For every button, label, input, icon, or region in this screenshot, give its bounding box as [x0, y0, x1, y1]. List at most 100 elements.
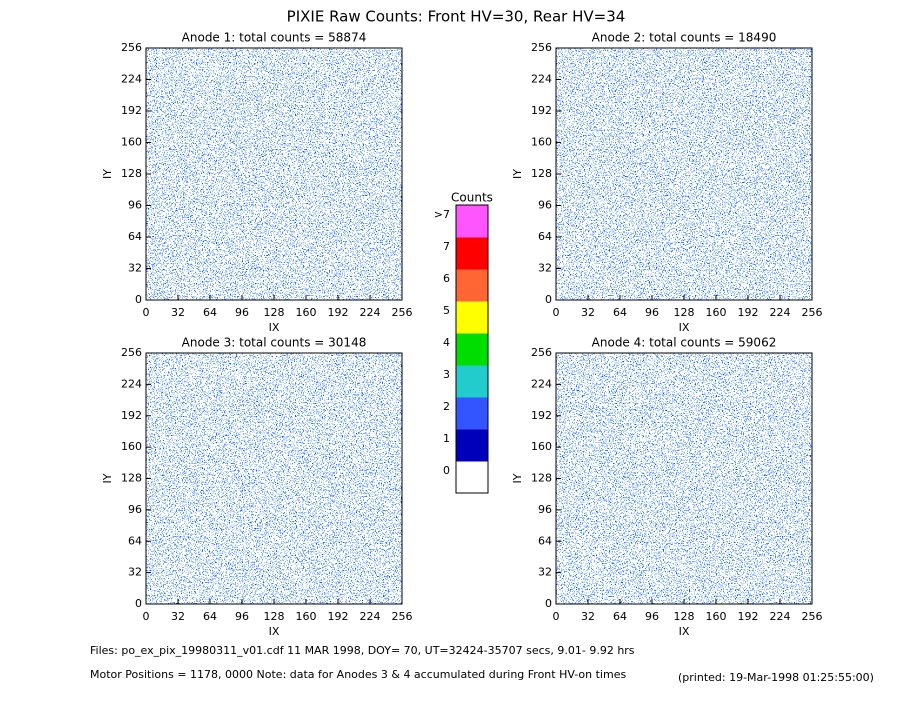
y-tick-label: 224: [121, 73, 142, 86]
colorbar-cell: [455, 300, 489, 334]
x-tick-label: 256: [802, 306, 823, 319]
x-tick-label: 256: [802, 610, 823, 623]
colorbar-cell: [455, 332, 489, 366]
y-tick-label: 128: [531, 472, 552, 485]
x-tick-label: 32: [581, 610, 595, 623]
x-axis-label: IX: [269, 321, 280, 334]
panel-title: Anode 4: total counts = 59062: [592, 336, 777, 350]
x-tick-label: 224: [360, 306, 381, 319]
x-tick-label: 192: [328, 306, 349, 319]
count-texture: [556, 353, 812, 604]
page-title: PIXIE Raw Counts: Front HV=30, Rear HV=3…: [287, 8, 626, 26]
x-axis-label: IX: [679, 321, 690, 334]
y-tick-label: 160: [121, 440, 142, 453]
colorbar-label: 5: [443, 304, 450, 317]
y-axis-label: IY: [101, 473, 114, 483]
x-tick-label: 0: [553, 610, 560, 623]
y-tick-label: 128: [121, 167, 142, 180]
y-tick-label: 192: [121, 104, 142, 117]
x-tick-label: 96: [235, 610, 249, 623]
colorbar-label: 2: [443, 400, 450, 413]
x-tick-label: 224: [770, 306, 791, 319]
y-tick-label: 96: [128, 503, 142, 516]
colorbar-label: 3: [443, 368, 450, 381]
x-axis-label: IX: [269, 625, 280, 638]
x-tick-label: 32: [171, 610, 185, 623]
x-tick-label: 96: [235, 306, 249, 319]
x-tick-label: 192: [738, 306, 759, 319]
count-texture: [146, 48, 402, 300]
y-axis-label: IY: [511, 473, 524, 483]
x-tick-label: 256: [392, 610, 413, 623]
y-tick-label: 128: [531, 167, 552, 180]
colorbar-label: 1: [443, 432, 450, 445]
colorbar-label: 0: [443, 464, 450, 477]
colorbar-label: >7: [434, 208, 450, 221]
y-tick-label: 0: [135, 597, 142, 610]
x-tick-label: 0: [553, 306, 560, 319]
x-tick-label: 224: [770, 610, 791, 623]
y-tick-label: 256: [531, 346, 552, 359]
y-tick-label: 64: [538, 534, 552, 547]
colorbar-cell: [455, 460, 489, 494]
x-tick-label: 160: [706, 610, 727, 623]
count-texture: [146, 353, 402, 604]
count-texture: [556, 48, 812, 300]
colorbar-label: 4: [443, 336, 450, 349]
colorbar-cell: [455, 428, 489, 462]
y-tick-label: 0: [545, 293, 552, 306]
y-tick-label: 64: [128, 230, 142, 243]
y-tick-label: 224: [531, 377, 552, 390]
colorbar-cell: [455, 364, 489, 398]
x-tick-label: 64: [613, 306, 627, 319]
y-tick-label: 32: [538, 262, 552, 275]
x-tick-label: 32: [581, 306, 595, 319]
x-tick-label: 128: [264, 306, 285, 319]
y-axis-label: IY: [511, 169, 524, 179]
y-tick-label: 160: [531, 136, 552, 149]
panel-title: Anode 2: total counts = 18490: [592, 31, 777, 45]
y-tick-label: 160: [121, 136, 142, 149]
panel-title: Anode 3: total counts = 30148: [182, 336, 367, 350]
y-tick-label: 32: [538, 566, 552, 579]
x-tick-label: 160: [296, 306, 317, 319]
x-tick-label: 32: [171, 306, 185, 319]
y-tick-label: 256: [121, 41, 142, 54]
y-tick-label: 192: [121, 409, 142, 422]
x-axis-label: IX: [679, 625, 690, 638]
colorbar-label: 7: [443, 240, 450, 253]
x-tick-label: 96: [645, 610, 659, 623]
y-tick-label: 32: [128, 262, 142, 275]
y-tick-label: 96: [538, 503, 552, 516]
x-tick-label: 192: [738, 610, 759, 623]
x-tick-label: 256: [392, 306, 413, 319]
y-tick-label: 0: [545, 597, 552, 610]
x-tick-label: 0: [143, 610, 150, 623]
y-tick-label: 64: [128, 534, 142, 547]
y-tick-label: 160: [531, 440, 552, 453]
y-axis-label: IY: [101, 169, 114, 179]
colorbar-cell: [455, 204, 489, 238]
panel-title: Anode 1: total counts = 58874: [182, 31, 367, 45]
colorbar-frame: [455, 204, 489, 494]
x-tick-label: 128: [674, 610, 695, 623]
x-tick-label: 96: [645, 306, 659, 319]
y-tick-label: 32: [128, 566, 142, 579]
y-tick-label: 224: [531, 73, 552, 86]
colorbar-cell: [455, 268, 489, 302]
colorbar-label: 6: [443, 272, 450, 285]
y-tick-label: 96: [128, 199, 142, 212]
x-tick-label: 192: [328, 610, 349, 623]
y-tick-label: 192: [531, 409, 552, 422]
y-tick-label: 256: [531, 41, 552, 54]
y-tick-label: 64: [538, 230, 552, 243]
x-tick-label: 160: [296, 610, 317, 623]
x-tick-label: 64: [613, 610, 627, 623]
y-tick-label: 0: [135, 293, 142, 306]
footer-files: Files: po_ex_pix_19980311_v01.cdf 11 MAR…: [90, 644, 635, 657]
x-tick-label: 64: [203, 306, 217, 319]
y-tick-label: 96: [538, 199, 552, 212]
footer-motor: Motor Positions = 1178, 0000 Note: data …: [90, 668, 626, 681]
colorbar-cell: [455, 236, 489, 270]
